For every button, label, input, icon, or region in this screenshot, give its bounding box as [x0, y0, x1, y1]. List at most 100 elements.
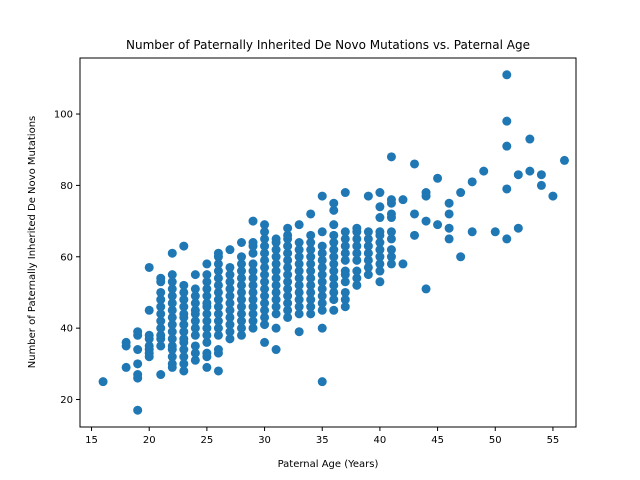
- data-point: [375, 266, 385, 276]
- data-point: [225, 284, 235, 294]
- data-point: [352, 223, 362, 233]
- data-point: [260, 337, 270, 347]
- data-point: [294, 327, 304, 337]
- data-point: [121, 337, 131, 347]
- data-point: [294, 252, 304, 262]
- data-point: [190, 284, 200, 294]
- data-point: [456, 188, 466, 198]
- data-point: [294, 220, 304, 230]
- data-point: [133, 405, 143, 415]
- x-tick-label: 40: [374, 435, 387, 446]
- data-point: [260, 305, 270, 315]
- data-point: [179, 241, 189, 251]
- data-point: [317, 270, 327, 280]
- data-point: [294, 266, 304, 276]
- data-point: [271, 245, 281, 255]
- data-point: [156, 302, 166, 312]
- data-point: [179, 309, 189, 319]
- data-point: [167, 284, 177, 294]
- data-point: [179, 280, 189, 290]
- data-point: [213, 266, 223, 276]
- data-point: [340, 255, 350, 265]
- data-point: [352, 255, 362, 265]
- data-point: [340, 234, 350, 244]
- data-point: [213, 323, 223, 333]
- data-point: [179, 302, 189, 312]
- data-point: [525, 166, 535, 176]
- data-point: [352, 234, 362, 244]
- data-point: [502, 70, 512, 80]
- data-point: [156, 309, 166, 319]
- data-point: [133, 370, 143, 380]
- data-point: [398, 195, 408, 205]
- data-point: [225, 262, 235, 272]
- data-point: [479, 166, 489, 176]
- data-point: [386, 245, 396, 255]
- data-point: [548, 191, 558, 201]
- data-point: [433, 173, 443, 183]
- data-point: [375, 188, 385, 198]
- data-point: [260, 227, 270, 237]
- data-point: [260, 234, 270, 244]
- data-point: [317, 323, 327, 333]
- data-point: [317, 284, 327, 294]
- data-point: [248, 238, 258, 247]
- data-point: [225, 312, 235, 322]
- data-point: [236, 238, 246, 247]
- data-point: [410, 230, 420, 240]
- data-point: [283, 248, 293, 258]
- data-point: [213, 287, 223, 297]
- data-point: [190, 355, 200, 365]
- data-point: [271, 259, 281, 269]
- x-axis-ticks: 15 20 25 30 35 40 45 50 55: [85, 427, 559, 446]
- data-point: [490, 227, 500, 237]
- x-axis-label: Paternal Age (Years): [278, 459, 379, 470]
- data-point: [213, 345, 223, 355]
- data-point: [213, 366, 223, 376]
- data-point: [156, 316, 166, 326]
- data-point: [317, 277, 327, 287]
- data-point: [179, 334, 189, 344]
- data-point: [467, 177, 477, 187]
- data-point: [306, 302, 316, 312]
- data-point: [179, 345, 189, 355]
- data-point: [202, 362, 212, 372]
- data-point: [375, 259, 385, 269]
- data-point: [236, 330, 246, 340]
- data-point: [236, 252, 246, 262]
- data-point: [363, 270, 373, 280]
- data-point: [340, 227, 350, 237]
- data-point: [329, 252, 339, 262]
- data-point: [421, 188, 431, 198]
- x-tick-label: 20: [143, 435, 156, 446]
- data-point: [363, 241, 373, 251]
- data-point: [225, 270, 235, 280]
- data-point: [179, 287, 189, 297]
- data-point: [248, 302, 258, 312]
- data-point: [167, 359, 177, 369]
- data-point: [294, 259, 304, 269]
- data-point: [444, 209, 454, 219]
- data-point: [410, 159, 420, 169]
- x-tick-label: 30: [258, 435, 271, 446]
- data-point: [386, 234, 396, 244]
- data-point: [156, 341, 166, 351]
- data-point: [513, 223, 523, 233]
- data-point: [329, 273, 339, 283]
- x-tick-label: 25: [201, 435, 214, 446]
- data-point: [190, 330, 200, 340]
- data-point: [167, 334, 177, 344]
- data-point: [260, 241, 270, 251]
- x-tick-label: 50: [489, 435, 502, 446]
- data-point: [236, 295, 246, 305]
- data-point: [502, 234, 512, 244]
- data-point: [202, 259, 212, 269]
- data-point: [133, 359, 143, 369]
- data-point: [317, 255, 327, 265]
- data-point: [329, 266, 339, 276]
- data-point: [190, 291, 200, 301]
- x-tick-label: 45: [431, 435, 444, 446]
- data-point: [340, 287, 350, 297]
- data-point: [156, 370, 166, 380]
- data-point: [294, 302, 304, 312]
